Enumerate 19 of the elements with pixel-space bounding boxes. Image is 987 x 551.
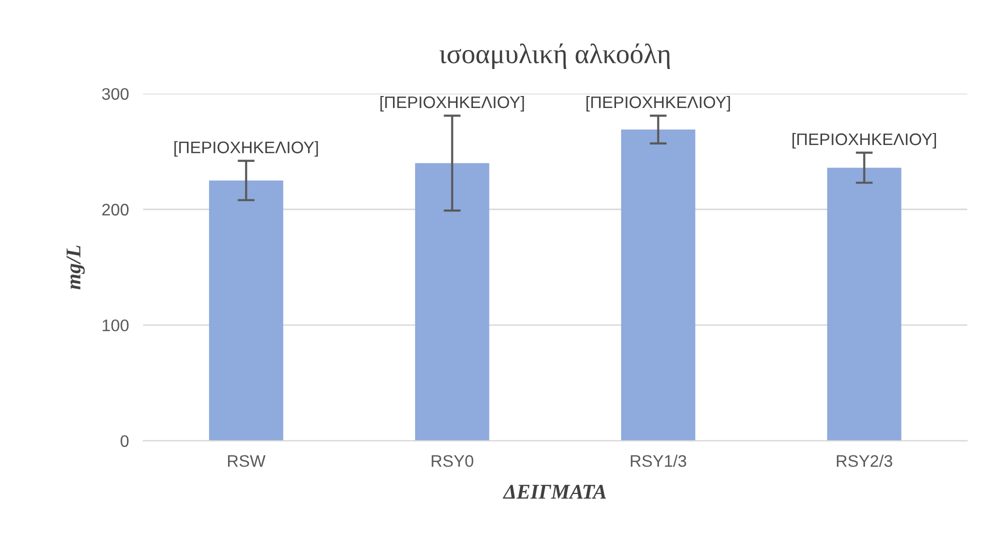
x-axis-title: ΔΕΙΓΜΑΤΑ (502, 484, 606, 499)
x-tick-label: RSY2/3 (836, 454, 892, 467)
data-label: [ΠΕΡΙΟΧΗΚΕΛΙΟΥ] (380, 96, 524, 112)
y-tick-label: 200 (102, 204, 129, 216)
bar (209, 180, 284, 441)
bar (827, 168, 902, 441)
y-tick-label: 0 (120, 435, 129, 448)
data-label: [ΠΕΡΙΟΧΗΚΕΛΙΟΥ] (174, 141, 318, 157)
data-label: [ΠΕΡΙΟΧΗΚΕΛΙΟΥ] (586, 96, 730, 112)
chart-title: ισοαμυλική αλκοόλη (440, 44, 670, 70)
x-tick-label: RSW (228, 455, 266, 467)
y-tick-label: 300 (102, 88, 129, 100)
x-tick-label: RSY1/3 (630, 454, 686, 467)
bar (415, 163, 490, 441)
x-tick-label: RSY0 (432, 455, 474, 467)
y-axis-title: mg/L (66, 246, 85, 290)
bar (621, 130, 696, 441)
y-tick-label: 100 (102, 319, 129, 332)
data-label: [ΠΕΡΙΟΧΗΚΕΛΙΟΥ] (792, 132, 936, 149)
